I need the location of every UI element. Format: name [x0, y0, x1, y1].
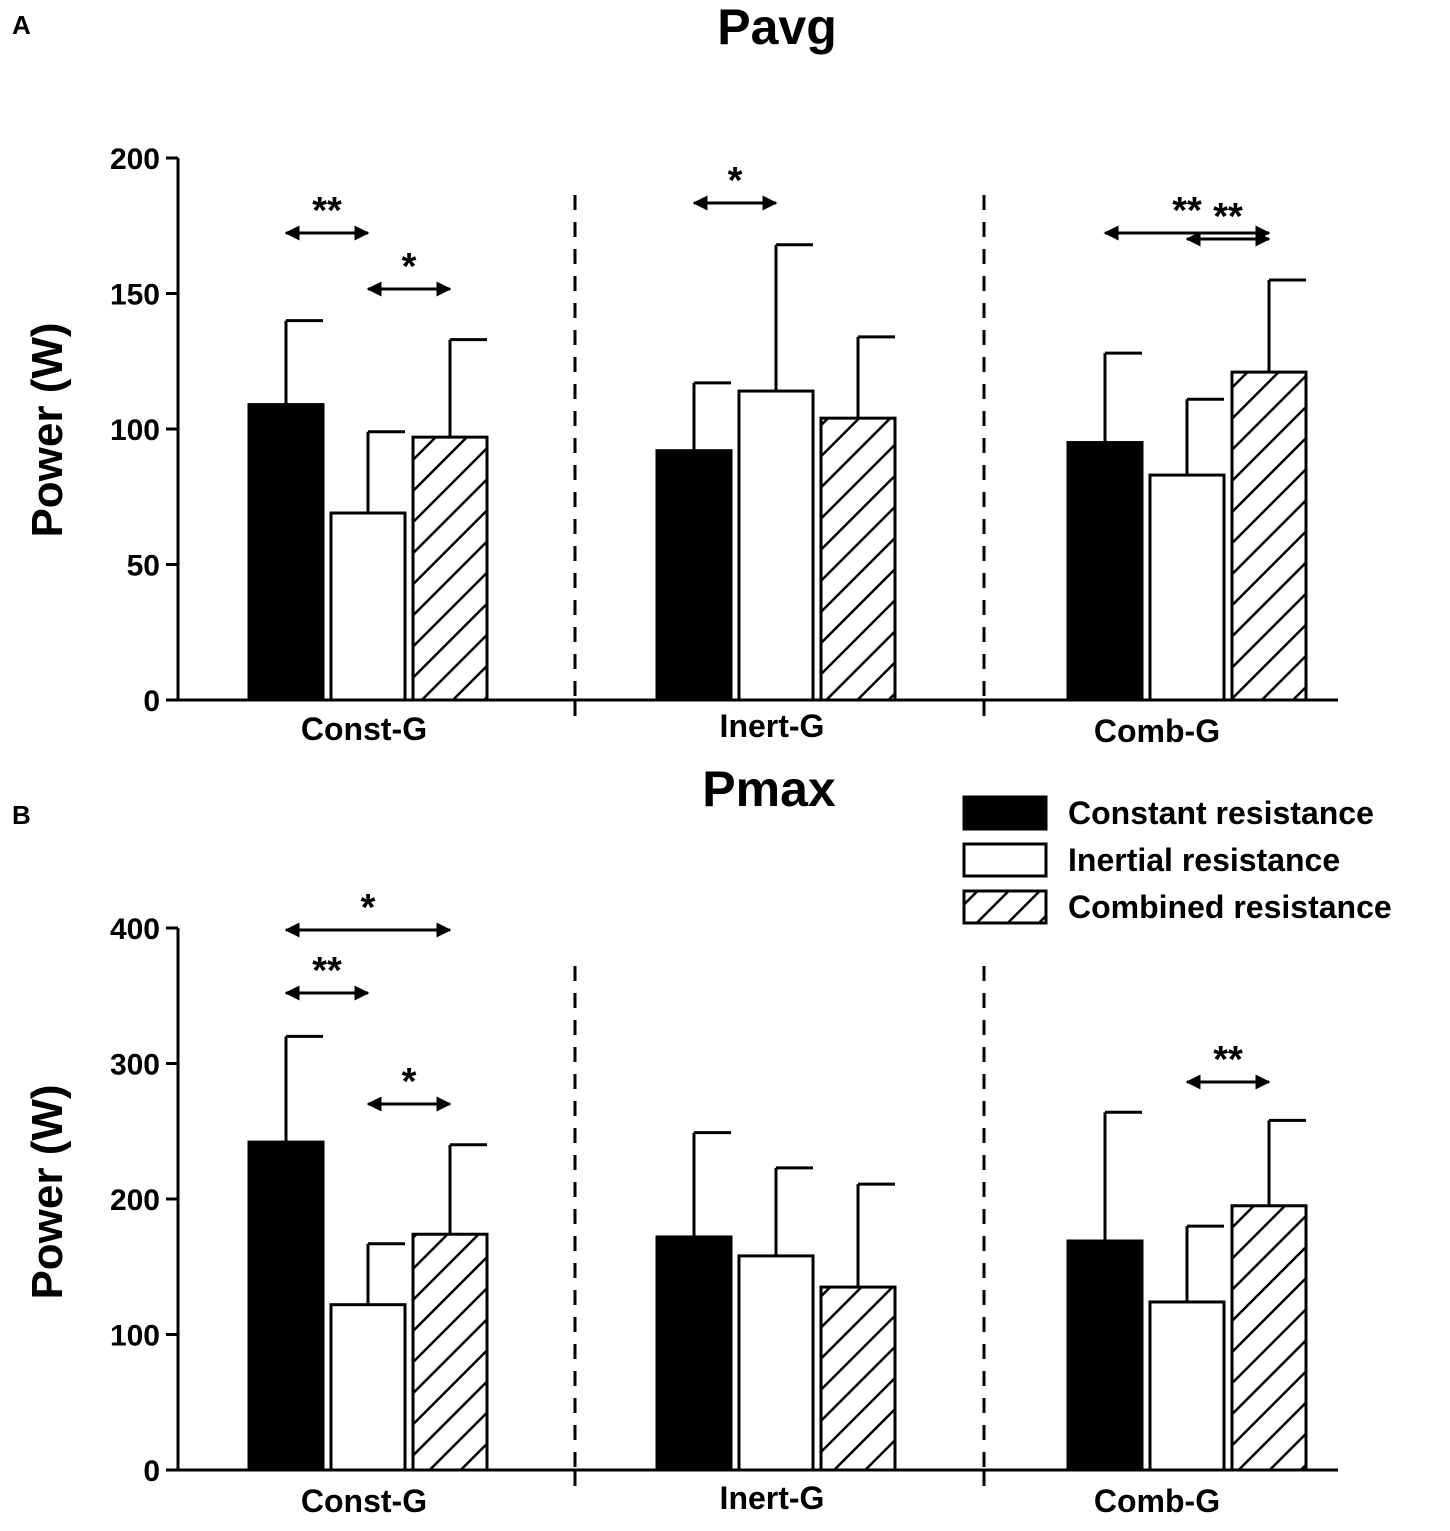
category-label-comb-g: Comb-G	[1094, 713, 1220, 749]
bar-constant-comb-g	[1066, 441, 1144, 702]
y-tick-label: 400	[110, 913, 160, 946]
significance-label: **	[1213, 1039, 1243, 1081]
bar-combined-const-g	[411, 435, 489, 702]
significance-label: *	[402, 246, 417, 288]
y-tick-label: 200	[110, 1184, 160, 1217]
y-tick-label: 300	[110, 1049, 160, 1082]
y-axis-label-pavg: Power (W)	[23, 322, 72, 537]
bar-constant-inert-g	[655, 449, 733, 702]
significance-label: *	[402, 1061, 417, 1103]
legend-label-inertial: Inertial resistance	[1068, 842, 1340, 878]
category-label-comb-g: Comb-G	[1094, 1483, 1220, 1519]
bar-constant-const-g	[247, 403, 325, 702]
significance-label: *	[728, 160, 743, 202]
y-axis-label-pmax: Power (W)	[23, 1084, 72, 1299]
significance-label: **	[1172, 190, 1202, 232]
legend-label-constant: Constant resistance	[1068, 795, 1374, 831]
legend-swatch-combined	[962, 889, 1048, 925]
bar-inertial-inert-g	[737, 1254, 815, 1472]
bar-combined-comb-g	[1230, 370, 1308, 702]
bar-inertial-const-g	[329, 1303, 407, 1472]
y-tick-label: 200	[110, 143, 160, 176]
legend-swatch-inertial	[962, 842, 1048, 878]
category-label-const-g: Const-G	[301, 1483, 427, 1519]
y-tick-label: 50	[127, 550, 160, 583]
bar-combined-comb-g	[1230, 1204, 1308, 1472]
significance-label: **	[312, 190, 342, 232]
bar-inertial-comb-g	[1148, 1300, 1226, 1472]
significance-label: **	[1213, 196, 1243, 238]
category-label-inert-g: Inert-G	[720, 1480, 825, 1516]
category-label-const-g: Const-G	[301, 711, 427, 747]
category-label-inert-g: Inert-G	[720, 708, 825, 744]
bar-combined-const-g	[411, 1232, 489, 1472]
bar-inertial-const-g	[329, 511, 407, 702]
y-tick-label: 0	[143, 1455, 160, 1488]
bar-constant-const-g	[247, 1140, 325, 1472]
y-tick-label: 100	[110, 414, 160, 447]
chart-title-pavg: Pavg	[717, 0, 837, 55]
bar-constant-comb-g	[1066, 1239, 1144, 1472]
bar-combined-inert-g	[819, 1285, 897, 1472]
bar-inertial-comb-g	[1148, 473, 1226, 702]
bar-inertial-inert-g	[737, 389, 815, 702]
significance-label: **	[312, 950, 342, 992]
y-tick-label: 150	[110, 279, 160, 312]
panel-letter-a: A	[12, 10, 31, 40]
legend-label-combined: Combined resistance	[1068, 889, 1392, 925]
y-tick-label: 0	[143, 685, 160, 718]
chart-title-pmax: Pmax	[702, 761, 836, 817]
bar-constant-inert-g	[655, 1235, 733, 1472]
legend-swatch-constant	[962, 795, 1048, 831]
y-tick-label: 100	[110, 1320, 160, 1353]
significance-label: *	[361, 887, 376, 929]
bar-combined-inert-g	[819, 416, 897, 702]
panel-letter-b: B	[12, 800, 31, 830]
legend: Constant resistance Inertial resistance …	[962, 795, 1392, 925]
